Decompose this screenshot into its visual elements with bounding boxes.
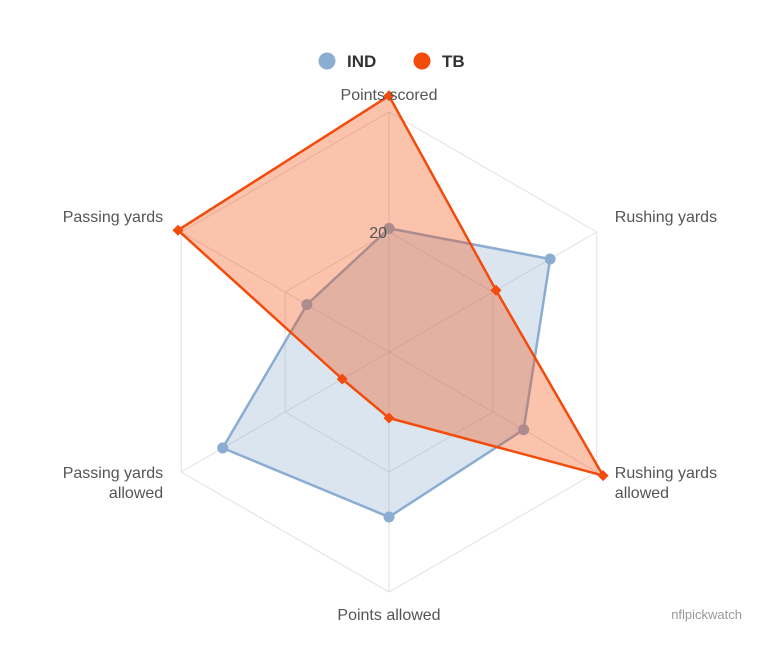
legend-item-tb[interactable]: TB: [413, 52, 465, 71]
credit-text[interactable]: nflpickwatch: [671, 607, 742, 622]
tick-label-20: 20: [369, 225, 387, 242]
ind-point-2[interactable]: [544, 253, 556, 265]
axis-label-2: Rushing yards: [615, 209, 717, 226]
legend-label-tb: TB: [442, 52, 465, 71]
axis-label-5: Passing yards allowed: [63, 465, 164, 502]
legend-item-ind[interactable]: IND: [318, 52, 377, 71]
ind-point-5[interactable]: [217, 442, 229, 454]
axis-label-3: Rushing yards allowed: [615, 465, 717, 502]
tick-labels: 20: [369, 225, 387, 242]
tb-point-2[interactable]: [490, 284, 502, 296]
tb-point-5[interactable]: [336, 373, 348, 385]
tb-area: [178, 95, 604, 476]
ind-point-4[interactable]: [383, 511, 395, 523]
grid-spoke-5: [180, 351, 390, 473]
ind-point-1[interactable]: [383, 222, 395, 234]
ind-point-6[interactable]: [301, 299, 313, 311]
tb-point-1[interactable]: [383, 90, 395, 102]
tb-point-3[interactable]: [597, 470, 609, 482]
axis-labels: Points scored Rushing yards Rushing yards a…: [63, 87, 717, 624]
axis-label-4: Points allowed: [337, 607, 440, 624]
ind-point-3[interactable]: [518, 424, 530, 436]
grid-spoke-6: [180, 231, 390, 353]
legend-marker-tb: [413, 52, 431, 70]
tb-point-4[interactable]: [383, 412, 395, 424]
grid-spoke-3: [388, 351, 598, 473]
ind-area: [222, 228, 551, 517]
legend-label-ind: IND: [347, 52, 376, 71]
series-layer: 20: [172, 90, 609, 523]
series-tb[interactable]: [172, 90, 609, 482]
axis-label-1: Points scored: [341, 87, 438, 104]
series-ind[interactable]: [217, 222, 556, 523]
axis-label-6: Passing yards: [63, 209, 164, 226]
tb-point-6[interactable]: [172, 224, 184, 236]
legend-marker-ind: [318, 52, 336, 70]
legend[interactable]: IND TB: [318, 52, 465, 71]
